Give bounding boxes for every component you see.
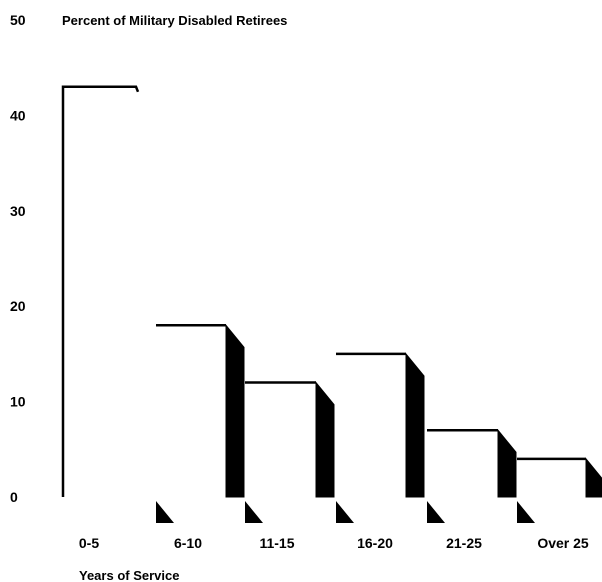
- bar-foot: [427, 501, 445, 523]
- x-axis: 0-5 6-10 11-15 16-20 21-25 Over 25: [79, 535, 589, 551]
- x-tick-label: 16-20: [357, 535, 393, 551]
- bar-foot: [156, 501, 174, 523]
- bar-foot: [245, 501, 263, 523]
- bar-16-20: [336, 352, 425, 523]
- y-tick-label: 40: [10, 107, 26, 123]
- bar-foot: [336, 501, 354, 523]
- bar-0-5: [61, 85, 140, 497]
- bar-Over 25: [517, 457, 602, 523]
- y-tick-label: 20: [10, 298, 26, 314]
- y-tick-label: 10: [10, 394, 26, 410]
- y-tick-label: 0: [10, 489, 18, 505]
- bar-side: [225, 323, 245, 498]
- bar-foot: [517, 501, 535, 523]
- bar-side: [585, 457, 602, 498]
- bar-side: [497, 428, 517, 498]
- x-tick-label: 21-25: [446, 535, 482, 551]
- bar-side: [315, 381, 335, 498]
- y-axis: 0 10 20 30 40 50: [10, 12, 26, 505]
- bar-side: [405, 352, 425, 498]
- bar-21-25: [427, 428, 517, 523]
- x-tick-label: 11-15: [259, 535, 294, 551]
- bar-11-15: [245, 381, 335, 523]
- y-tick-label: 30: [10, 203, 26, 219]
- x-tick-label: 0-5: [79, 535, 99, 551]
- bars: [61, 85, 602, 523]
- chart-title: Percent of Military Disabled Retirees: [62, 13, 287, 28]
- x-tick-label: Over 25: [537, 535, 589, 551]
- x-tick-label: 6-10: [174, 535, 202, 551]
- bar-6-10: [156, 323, 245, 523]
- x-axis-label: Years of Service: [79, 568, 179, 582]
- bar-outline: [61, 85, 140, 497]
- y-tick-label: 50: [10, 12, 26, 28]
